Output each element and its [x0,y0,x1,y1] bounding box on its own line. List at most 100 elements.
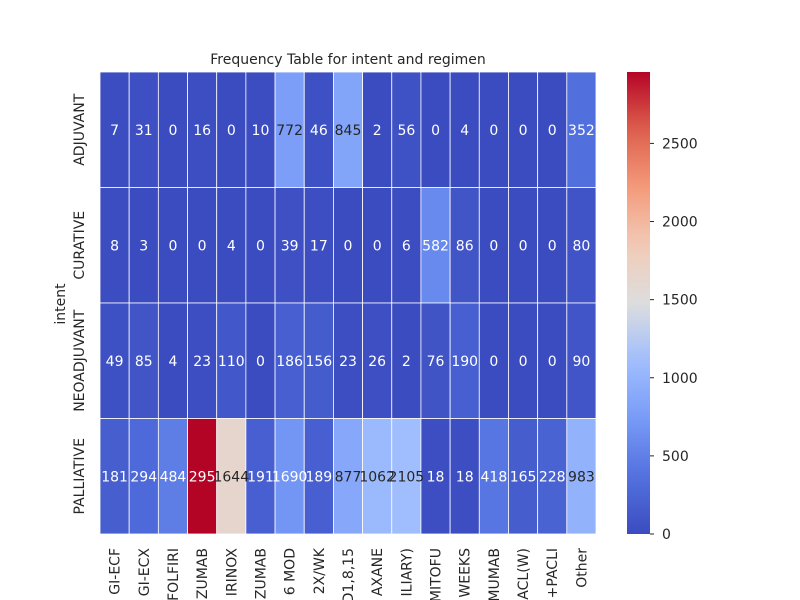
column-tick-label: ILIARY) [399,548,415,596]
heatmap-cell [245,302,276,419]
heatmap-cell [303,187,334,304]
heatmap-cell [157,418,188,535]
cell-value-label: 294 [130,469,157,485]
heatmap-cell [362,187,393,304]
heatmap-cell [362,418,393,535]
heatmap-cell [245,187,276,304]
heatmap-cell [128,302,159,419]
column-tick-label: D1,8,15 [341,548,357,600]
heatmap-cell [420,71,451,188]
heatmap-cell [303,418,334,535]
cell-value-label: 983 [568,469,595,485]
cell-value-label: 0 [489,123,498,139]
cell-value-label: 39 [281,238,299,254]
colorbar-tick-label: 2000 [662,215,698,231]
heatmap-cell [566,418,597,535]
heatmap-cell [187,418,218,535]
cell-value-label: 17 [310,238,328,254]
cell-value-label: 46 [310,123,328,139]
heatmap-cell [420,187,451,304]
cell-value-label: 295 [189,469,216,485]
colorbar-tick-label: 500 [662,449,689,465]
heatmap-cell [187,187,218,304]
column-tick-label: ZUMAB [195,548,211,599]
heatmap-cell [391,302,422,419]
heatmap-cell [478,302,509,419]
cell-value-label: 1062 [359,469,395,485]
cell-value-label: 7 [110,123,119,139]
column-tick-label: MITOFU [429,548,445,600]
heatmap-cell [333,418,363,535]
cell-value-label: 90 [572,354,590,370]
heatmap-cells [99,71,597,535]
cell-value-label: 6 [402,238,411,254]
cell-value-label: 0 [489,354,498,370]
cell-value-label: 228 [539,469,566,485]
row-tick-label: ADJUVANT [72,93,88,165]
heatmap-cell [537,71,568,188]
heatmap-cell [128,71,159,188]
row-tick-label: CURATIVE [72,211,88,280]
column-tick-label: Other [574,548,590,588]
cell-value-label: 0 [168,238,177,254]
heatmap-cell [99,187,130,304]
heatmap-cell [391,418,422,535]
cell-value-label: 0 [548,123,557,139]
cell-value-label: 3 [139,238,148,254]
heatmap-cell [274,418,305,535]
heatmap-cell [362,71,393,188]
heatmap-cell [157,187,188,304]
cell-value-label: 31 [135,123,153,139]
heatmap-cell [566,71,597,188]
heatmap-cell [99,71,130,188]
cell-value-label: 2 [402,354,411,370]
cell-value-label: 0 [519,123,528,139]
column-tick-label: GI-ECX [137,548,153,597]
column-tick-label: 2X/WK [312,547,328,594]
cell-value-label: 2105 [389,469,425,485]
cell-value-label: 23 [339,354,357,370]
cell-value-label: 165 [510,469,537,485]
cell-value-label: 4 [460,123,469,139]
cell-value-label: 582 [422,238,449,254]
cell-value-label: 191 [247,469,274,485]
cell-value-label: 0 [344,238,353,254]
cell-value-label: 845 [335,123,362,139]
heatmap-cell [537,302,568,419]
row-tick-labels: ADJUVANT CURATIVE NEOADJUVANT PALLIATIVE [72,93,88,514]
cell-value-label: 181 [101,469,128,485]
heatmap-cell [508,418,539,535]
heatmap-cell [128,187,159,304]
colorbar-gradient [627,72,650,534]
cell-value-label: 0 [168,123,177,139]
heatmap-cell [420,302,451,419]
cell-value-label: 85 [135,354,153,370]
cell-value-label: 0 [519,238,528,254]
colorbar-tick-label: 0 [662,527,671,543]
cell-value-label: 80 [572,238,590,254]
cell-value-label: 0 [548,238,557,254]
row-tick-label: PALLIATIVE [72,438,88,514]
cell-value-label: 1690 [272,469,308,485]
cell-value-label: 26 [368,354,386,370]
colorbar-tick-label: 1000 [662,371,698,387]
cell-value-label: 418 [481,469,508,485]
cell-value-label: 877 [335,469,362,485]
column-tick-label: MUMAB [487,548,503,600]
cell-value-label: 16 [193,123,211,139]
colorbar-tick-label: 2500 [662,136,698,152]
heatmap-cell [508,302,539,419]
heatmap-cell [303,71,334,188]
column-tick-label: FOLFIRI [166,548,182,600]
colorbar: 0 500 1000 1500 2000 2500 [627,72,698,543]
heatmap-cell [566,302,597,419]
cell-value-label: 0 [373,238,382,254]
column-tick-label: AXANE [370,548,386,596]
row-tick-label: NEOADJUVANT [72,309,88,412]
cell-value-label: 352 [568,123,595,139]
heatmap-cell [216,302,247,419]
column-tick-label: +PACLI [545,548,561,598]
cell-value-label: 772 [276,123,303,139]
cell-value-label: 186 [276,354,303,370]
